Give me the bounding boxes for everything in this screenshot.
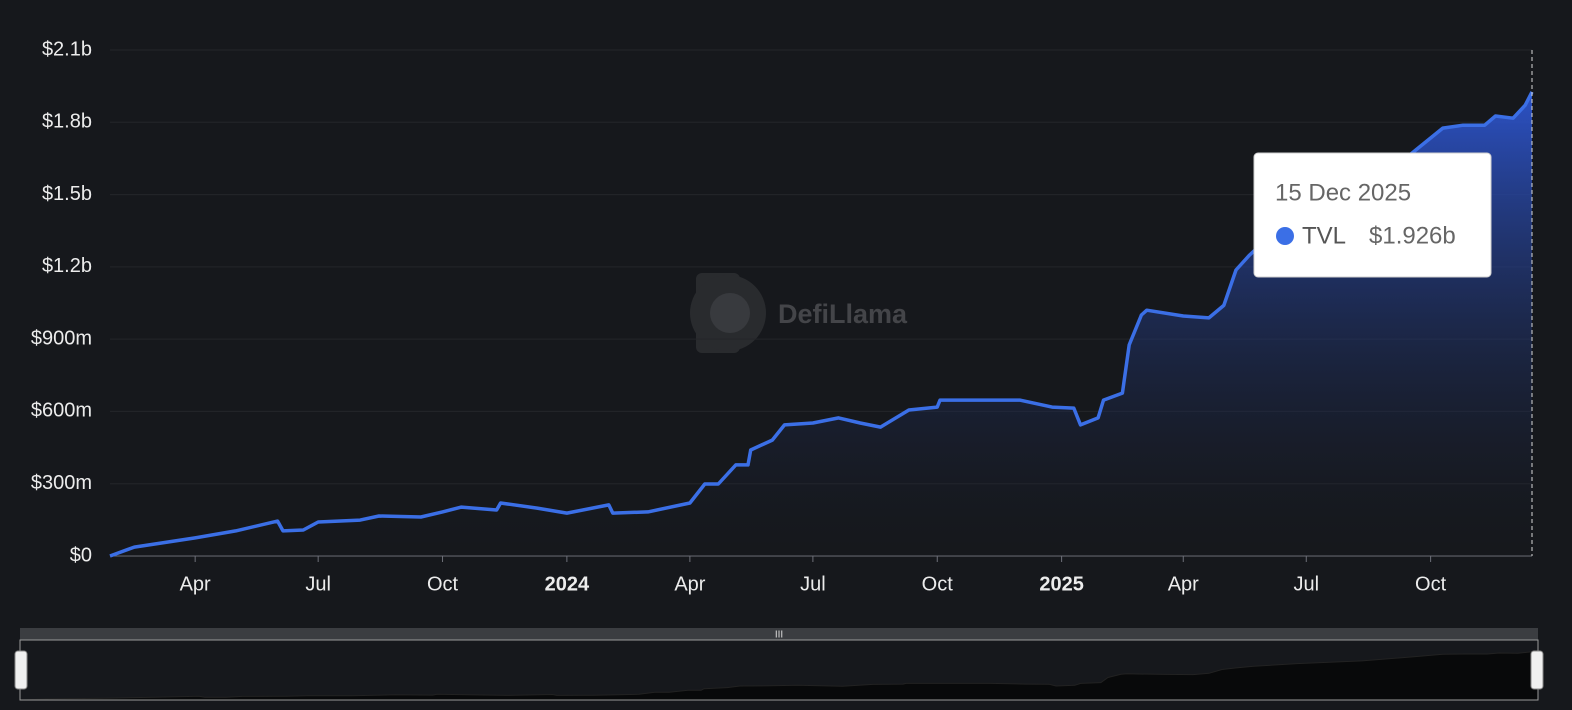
x-tick-label: Oct (922, 573, 954, 595)
tooltip-box (1253, 152, 1492, 278)
zoom-slider[interactable]: III (14, 628, 1544, 701)
y-tick-label: $300m (31, 472, 92, 494)
plot: $0 $300m $600m $900m $1.2b $1.5b $1.8b $2.1b Apr… (31, 38, 1534, 595)
x-tick-label: Apr (674, 573, 705, 595)
area (110, 91, 1532, 557)
slider-handle-left[interactable] (14, 650, 28, 690)
watermark-logo (710, 293, 750, 333)
x-tick-label: Apr (180, 573, 211, 595)
x-tick-label: Oct (1415, 573, 1447, 595)
y-tick-label: $900m (31, 327, 92, 349)
tooltip: 15 Dec 2025 TVL $1.926b (1253, 152, 1492, 278)
x-tick-label: Jul (305, 573, 331, 595)
y-tick-label: $0 (70, 544, 92, 566)
slider-bar[interactable] (20, 628, 1538, 640)
watermark: DefiLlama (690, 273, 908, 353)
slider-handle-right[interactable] (1530, 650, 1544, 690)
slider-grip[interactable]: III (775, 630, 783, 641)
y-tick-label: $2.1b (42, 38, 92, 60)
mini-area (19, 649, 1539, 701)
x-tick-label: Jul (1293, 573, 1319, 595)
y-tick-label: $1.5b (42, 183, 92, 205)
x-tick-label: Oct (427, 573, 459, 595)
x-tick-label: 2024 (545, 573, 590, 595)
y-tick-label: $1.2b (42, 255, 92, 277)
watermark-text: DefiLlama (778, 299, 908, 329)
x-tick-label: Apr (1168, 573, 1199, 595)
tooltip-series: TVL (1302, 222, 1346, 249)
x-tick-label: 2025 (1039, 573, 1084, 595)
mini-chart (19, 649, 1539, 701)
tooltip-date: 15 Dec 2025 (1275, 179, 1411, 206)
tooltip-dot (1276, 227, 1294, 245)
y-tick-label: $1.8b (42, 111, 92, 133)
x-tick-label: Jul (800, 573, 826, 595)
y-tick-label: $600m (31, 400, 92, 422)
tooltip-value: $1.926b (1369, 222, 1456, 249)
